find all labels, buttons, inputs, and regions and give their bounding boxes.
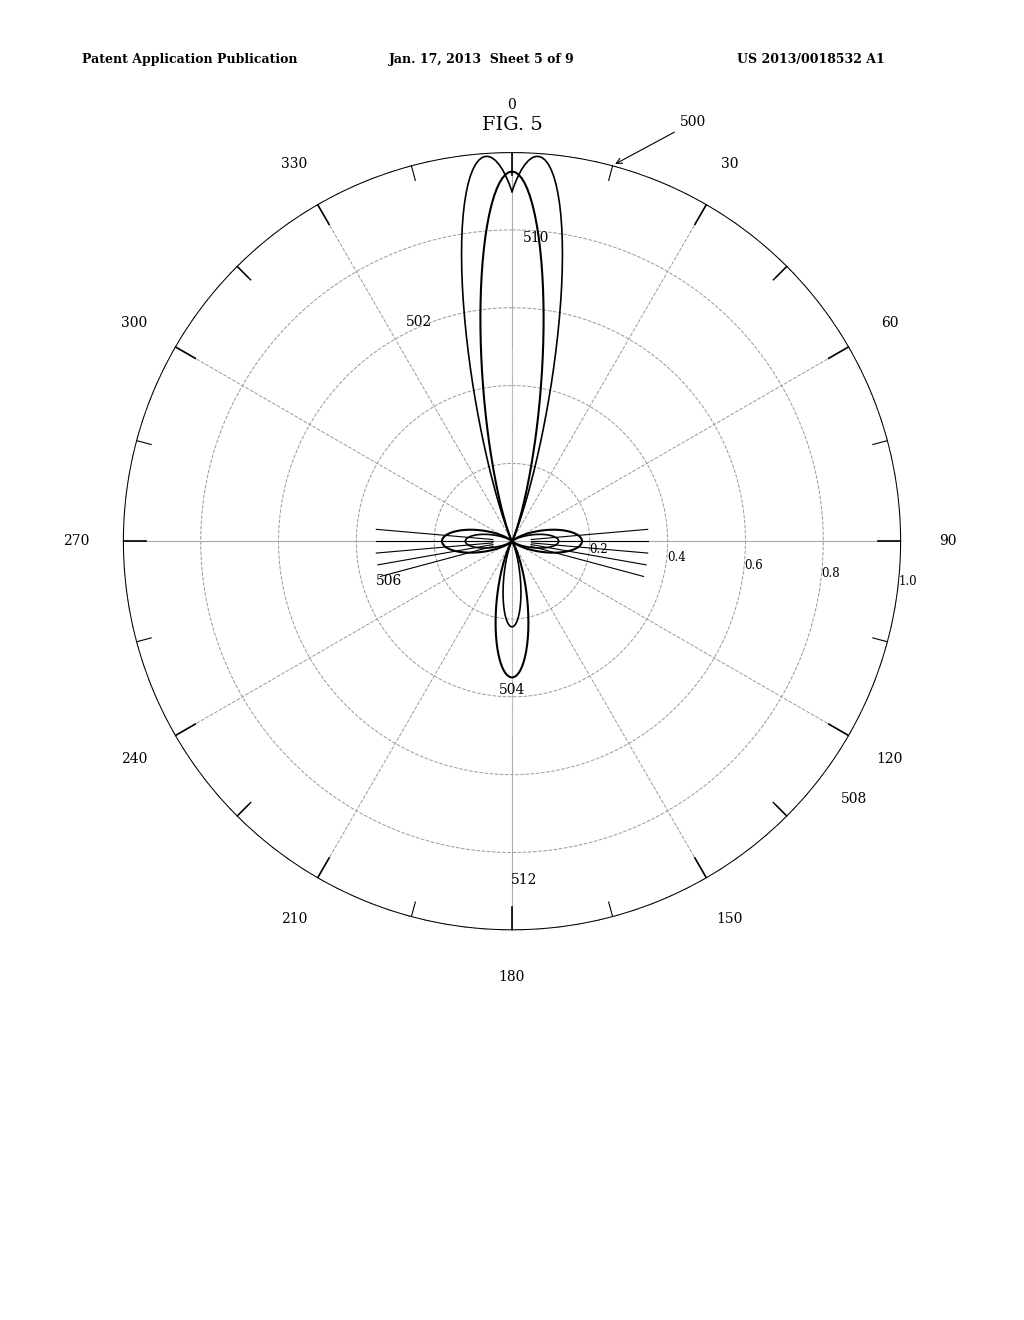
- Text: 1.0: 1.0: [899, 576, 918, 589]
- Text: 270: 270: [63, 535, 89, 548]
- Text: Patent Application Publication: Patent Application Publication: [82, 53, 297, 66]
- Text: US 2013/0018532 A1: US 2013/0018532 A1: [737, 53, 885, 66]
- Text: 0.8: 0.8: [821, 568, 841, 581]
- Text: 60: 60: [881, 317, 898, 330]
- Text: 30: 30: [721, 157, 738, 170]
- Text: 500: 500: [616, 115, 706, 164]
- Text: FIG. 5: FIG. 5: [481, 116, 543, 135]
- Text: 0.2: 0.2: [590, 543, 608, 556]
- Text: 0.4: 0.4: [667, 550, 685, 564]
- Text: 210: 210: [281, 912, 307, 925]
- Text: 508: 508: [841, 792, 867, 805]
- Text: 330: 330: [281, 157, 307, 170]
- Text: 0: 0: [508, 99, 516, 112]
- Text: 0.6: 0.6: [744, 560, 763, 572]
- Text: 240: 240: [122, 752, 147, 766]
- Text: 300: 300: [122, 317, 147, 330]
- Text: 150: 150: [717, 912, 743, 925]
- Text: 180: 180: [499, 970, 525, 983]
- Text: 502: 502: [406, 314, 432, 329]
- Text: 512: 512: [511, 873, 537, 887]
- Text: 90: 90: [939, 535, 956, 548]
- Text: 506: 506: [376, 574, 402, 589]
- Text: Jan. 17, 2013  Sheet 5 of 9: Jan. 17, 2013 Sheet 5 of 9: [389, 53, 574, 66]
- Text: 120: 120: [877, 752, 902, 766]
- Text: 510: 510: [522, 231, 549, 246]
- Text: 504: 504: [499, 682, 525, 697]
